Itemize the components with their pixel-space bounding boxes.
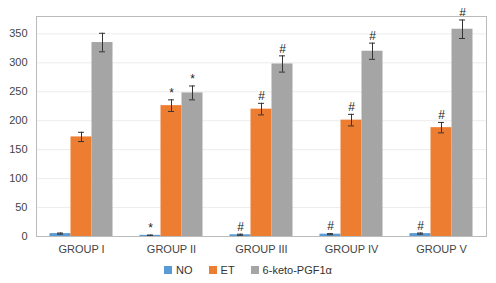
svg-text:#: # (348, 100, 355, 114)
svg-text:#: # (279, 42, 286, 56)
svg-text:*: * (169, 86, 174, 100)
svg-text:GROUP IV: GROUP IV (325, 243, 379, 255)
svg-text:200: 200 (9, 114, 27, 126)
svg-text:#: # (258, 89, 265, 103)
svg-text:#: # (327, 219, 334, 233)
svg-text:GROUP V: GROUP V (416, 243, 467, 255)
svg-text:100: 100 (9, 172, 27, 184)
html-text:6-keto-PGF1α: 6-keto-PGF1α (262, 264, 332, 276)
svg-text:300: 300 (9, 56, 27, 68)
svg-text:*: * (190, 72, 195, 86)
html-text:NO: NO (176, 264, 193, 276)
svg-text:#: # (459, 6, 466, 20)
svg-text:50: 50 (15, 201, 27, 213)
svg-text:#: # (237, 220, 244, 234)
svg-text:0: 0 (21, 230, 27, 242)
svg-text:#: # (369, 29, 376, 43)
svg-text:GROUP III: GROUP III (235, 243, 287, 255)
svg-text:*: * (148, 221, 153, 235)
svg-text:350: 350 (9, 27, 27, 39)
svg-text:150: 150 (9, 143, 27, 155)
svg-text:GROUP II: GROUP II (147, 243, 196, 255)
svg-text:250: 250 (9, 85, 27, 97)
svg-text:#: # (417, 219, 424, 233)
html-text:ET: ET (220, 264, 235, 276)
svg-text:GROUP I: GROUP I (58, 243, 104, 255)
svg-text:#: # (438, 108, 445, 122)
